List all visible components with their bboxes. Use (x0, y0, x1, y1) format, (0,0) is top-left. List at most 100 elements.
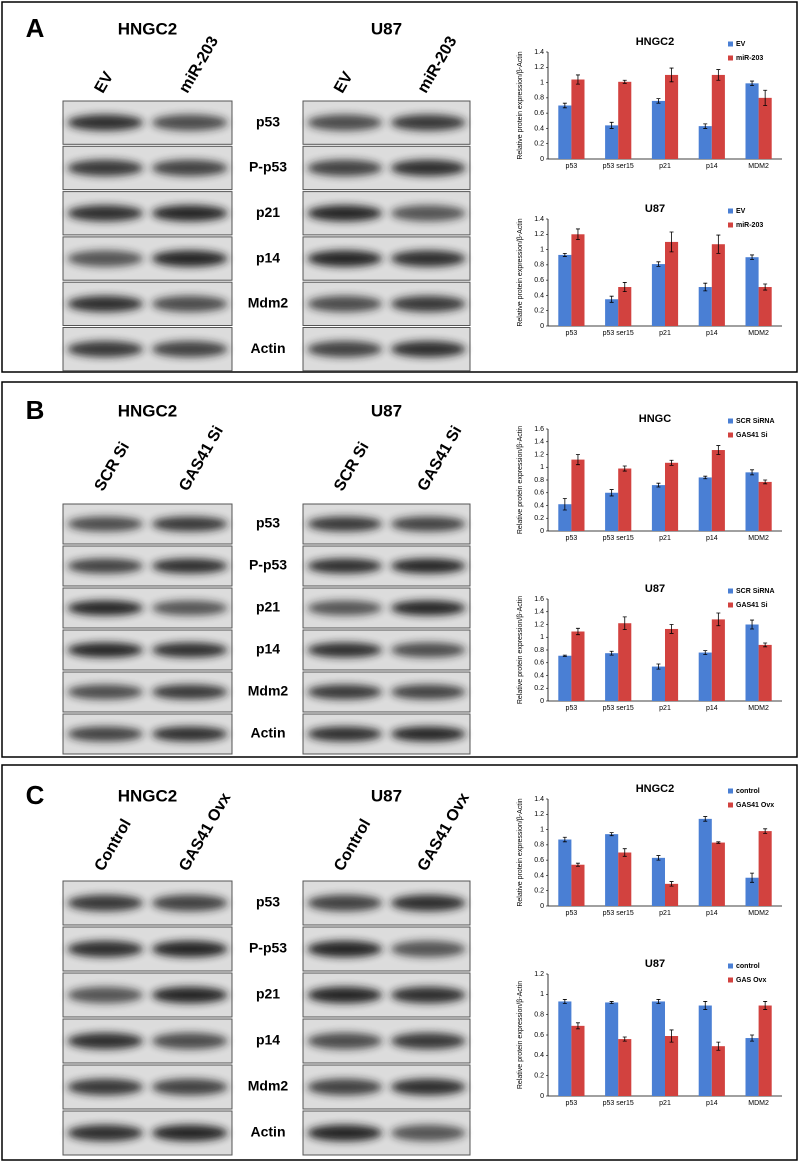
band (67, 295, 144, 313)
protein-label: p21 (256, 599, 280, 615)
y-tick-label: 0.4 (534, 872, 544, 879)
band (390, 558, 466, 574)
bar (758, 831, 772, 906)
band (307, 642, 383, 658)
error-bar (562, 999, 567, 1004)
blot-strip (62, 1064, 233, 1110)
band (151, 114, 228, 131)
bar (711, 450, 725, 531)
error-bar (703, 816, 708, 822)
x-tick-label: p53 ser15 (603, 705, 634, 712)
error-bar (703, 1001, 708, 1010)
error-bar (669, 459, 674, 466)
error-bar (575, 1022, 580, 1030)
blot-strip (302, 671, 471, 713)
legend-label: miR-203 (736, 55, 763, 62)
bar (605, 1002, 619, 1096)
lane-label: Control (92, 816, 135, 874)
blot-strip (302, 1018, 471, 1064)
band (67, 516, 144, 532)
bar (558, 254, 572, 326)
error-bar (750, 469, 755, 476)
x-tick-label: p53 ser15 (603, 910, 634, 917)
error-bar (575, 454, 580, 466)
x-tick-label: p53 (566, 1100, 578, 1107)
blot-strip (302, 503, 471, 545)
blot-strip (302, 145, 471, 191)
y-tick-label: 0.2 (534, 685, 544, 692)
y-tick-label: 0 (540, 698, 544, 705)
y-tick-label: 0.6 (534, 857, 544, 864)
y-tick-label: 0.6 (534, 1032, 544, 1039)
blot-strip (302, 1110, 471, 1156)
bar (711, 842, 725, 906)
x-tick-label: p53 ser15 (603, 330, 634, 337)
bar (651, 485, 665, 531)
protein-label: P-p53 (249, 557, 287, 573)
x-tick-label: p21 (659, 705, 671, 712)
error-bar (716, 1041, 721, 1051)
band (67, 205, 144, 222)
y-tick-label: 0.2 (534, 308, 544, 315)
y-tick-label: 0.8 (534, 842, 544, 849)
y-axis-label: Relative protein expression/β-Actin (517, 798, 524, 906)
lane-label: miR-203 (176, 34, 222, 97)
chart-title: HNGC (639, 413, 671, 425)
band (151, 726, 228, 742)
x-tick-label: p53 (566, 163, 578, 170)
bar (698, 477, 712, 531)
y-tick-label: 1.4 (534, 609, 544, 616)
band (390, 205, 466, 222)
blot-strip (62, 671, 233, 713)
y-tick-label: 0.6 (534, 110, 544, 117)
band (307, 1078, 383, 1096)
y-tick-label: 0.8 (534, 1012, 544, 1019)
bar (758, 644, 772, 701)
panel-border (1, 1, 798, 373)
cell-line-title: U87 (371, 786, 402, 805)
bar (758, 287, 772, 326)
band (390, 159, 466, 177)
legend-swatch (728, 55, 733, 61)
error-bar (622, 848, 627, 857)
bar (618, 468, 632, 531)
error-bar (656, 98, 661, 104)
y-tick-label: 0.6 (534, 277, 544, 284)
bar (651, 264, 665, 326)
protein-label: p14 (256, 1032, 280, 1048)
blot-strip (302, 236, 471, 281)
x-tick-label: p14 (706, 163, 718, 170)
band (307, 986, 383, 1004)
bar (558, 105, 572, 159)
band (390, 986, 466, 1004)
y-tick-label: 0.8 (534, 262, 544, 269)
bar (618, 623, 632, 701)
lane-label: GAS41 Si (415, 423, 466, 494)
y-tick-label: 1 (540, 634, 544, 641)
legend-label: GAS Ovx (736, 977, 766, 984)
x-tick-label: p53 (566, 535, 578, 542)
x-tick-label: p21 (659, 163, 671, 170)
y-tick-label: 0.4 (534, 672, 544, 679)
bar (605, 834, 619, 906)
error-bar (763, 89, 768, 106)
blot-strip (302, 880, 471, 926)
bar (571, 1025, 585, 1096)
band (151, 205, 228, 222)
x-tick-label: p53 (566, 705, 578, 712)
protein-label: Mdm2 (248, 683, 289, 699)
blot-strip (302, 100, 471, 145)
band (67, 1032, 144, 1050)
error-bar (609, 650, 614, 656)
x-tick-label: MDM2 (748, 705, 769, 712)
error-bar (716, 445, 721, 455)
y-tick-label: 1.6 (534, 596, 544, 603)
blot-strip (302, 629, 471, 671)
x-tick-label: p53 (566, 910, 578, 917)
protein-label: Mdm2 (248, 1078, 289, 1094)
band (390, 726, 466, 742)
error-bar (703, 282, 708, 292)
error-bar (716, 69, 721, 81)
panel-border (1, 764, 798, 1161)
